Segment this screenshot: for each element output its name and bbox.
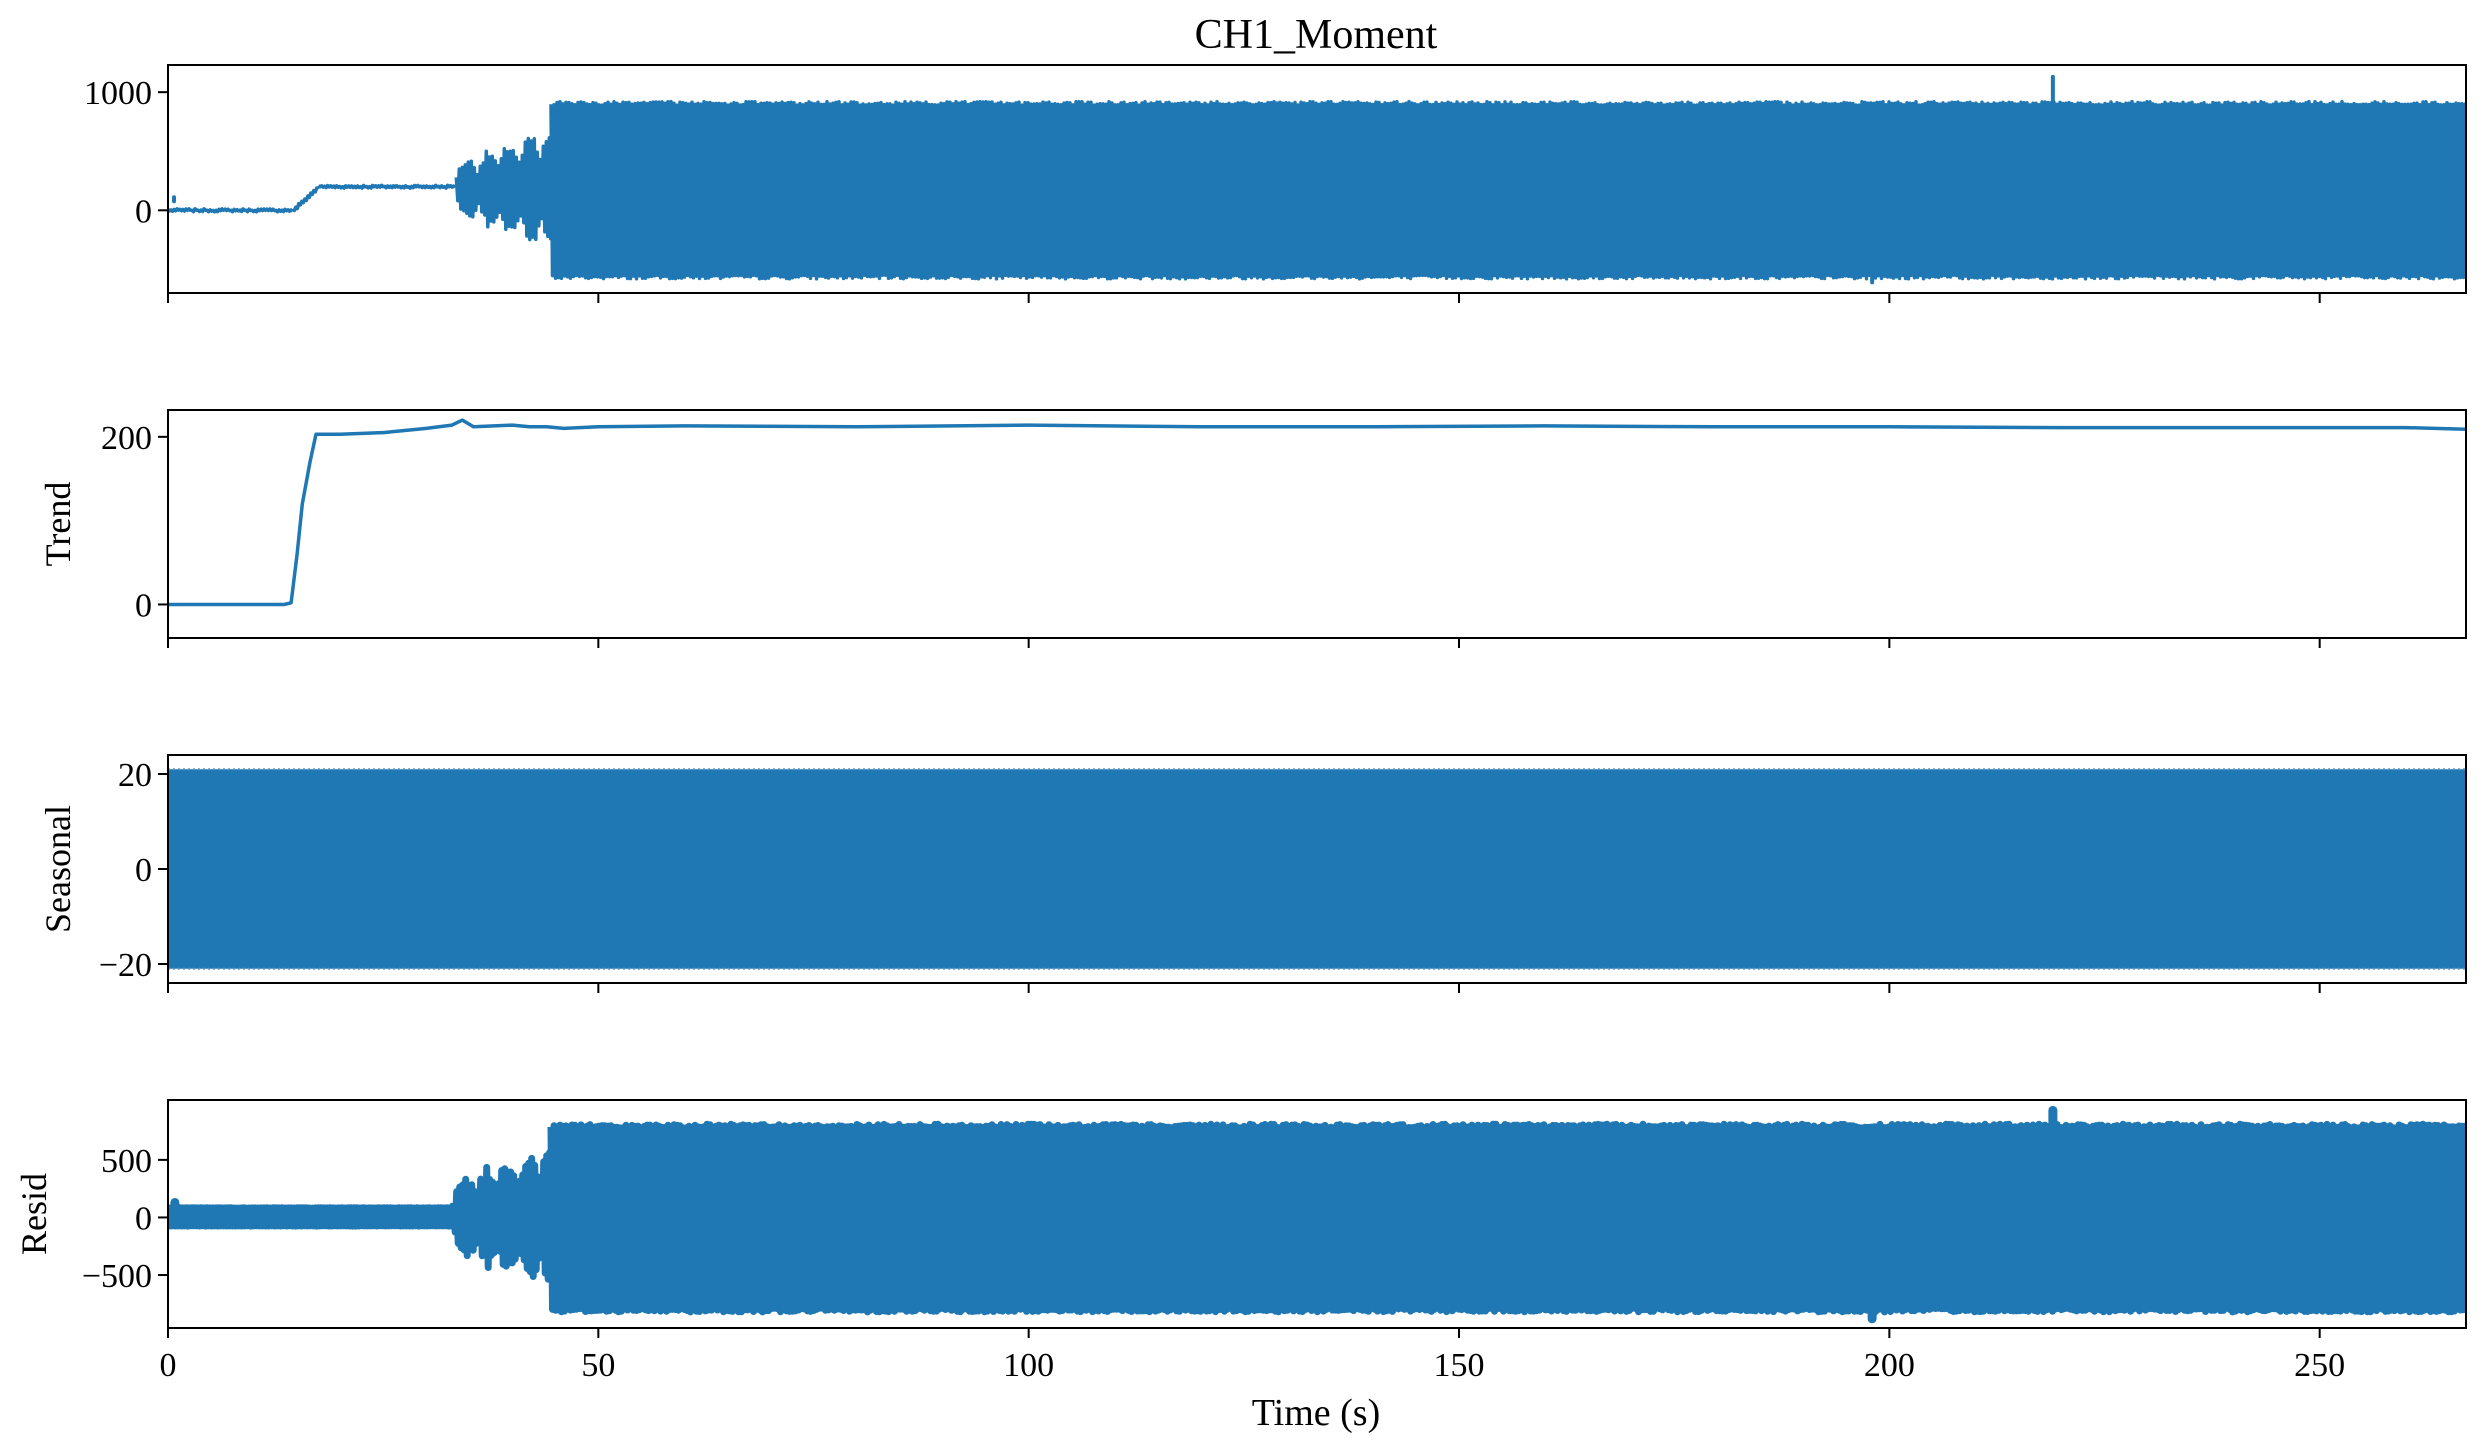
x-axis-label: Time (s) [1252, 1392, 1380, 1434]
plot-area-1 [168, 74, 2466, 285]
subplot-2: 0 200 Trend [38, 409, 2467, 648]
plot-area-2 [168, 418, 2466, 607]
signal-segment-1 [168, 207, 294, 214]
ytick-label: −20 [99, 947, 152, 984]
ytick-label: 0 [135, 587, 152, 624]
signal-segment-4 [454, 136, 553, 242]
ytick-label: 0 [135, 852, 152, 889]
ytick-label: 1000 [84, 75, 152, 112]
figure-title: CH1_Moment [1195, 12, 1438, 58]
ytick-label: 0 [135, 1200, 152, 1237]
trend-line [168, 418, 2466, 607]
seasonal-band [168, 769, 2466, 969]
ytick-label: 20 [118, 757, 152, 794]
axes-frame-1 [167, 64, 2467, 294]
subplot-4: −500 0 500 0 50 100 150 200 250 Resid [14, 1099, 2467, 1384]
axes-frame-4 [167, 1099, 2467, 1329]
signal-segment-3 [547, 1120, 2466, 1316]
ytick-label: 500 [101, 1143, 152, 1180]
subplot-panels: 0 1000 0 200 Trend −20 0 20 Seasonal −500 0 500 0 50 1… [14, 64, 2467, 1384]
y-axis-label-2: Trend [38, 482, 78, 567]
subplot-1: 0 1000 [84, 64, 2467, 303]
signal-segment-1 [168, 1204, 458, 1230]
xtick-label: 100 [1003, 1347, 1054, 1384]
signal-segment-3 [317, 183, 457, 190]
xtick-label: 150 [1434, 1347, 1485, 1384]
plot-area-3 [168, 768, 2466, 970]
ytick-label: 0 [135, 193, 152, 230]
signal-segment-5 [549, 99, 2466, 281]
y-axis-label-3: Seasonal [38, 805, 78, 933]
y-axis-label-4: Resid [14, 1173, 54, 1255]
xtick-label: 200 [1864, 1347, 1915, 1384]
xtick-label: 0 [160, 1347, 177, 1384]
ytick-label: −500 [82, 1258, 152, 1295]
xtick-label: 250 [2294, 1347, 2345, 1384]
plot-area-4 [168, 1105, 2466, 1324]
xtick-label: 50 [581, 1347, 615, 1384]
signal-segment-2 [291, 186, 320, 213]
axes-frame-2 [167, 409, 2467, 639]
signal-segment-2 [450, 1148, 555, 1283]
ytick-label: 200 [101, 420, 152, 457]
subplot-3: −20 0 20 Seasonal [38, 754, 2467, 993]
